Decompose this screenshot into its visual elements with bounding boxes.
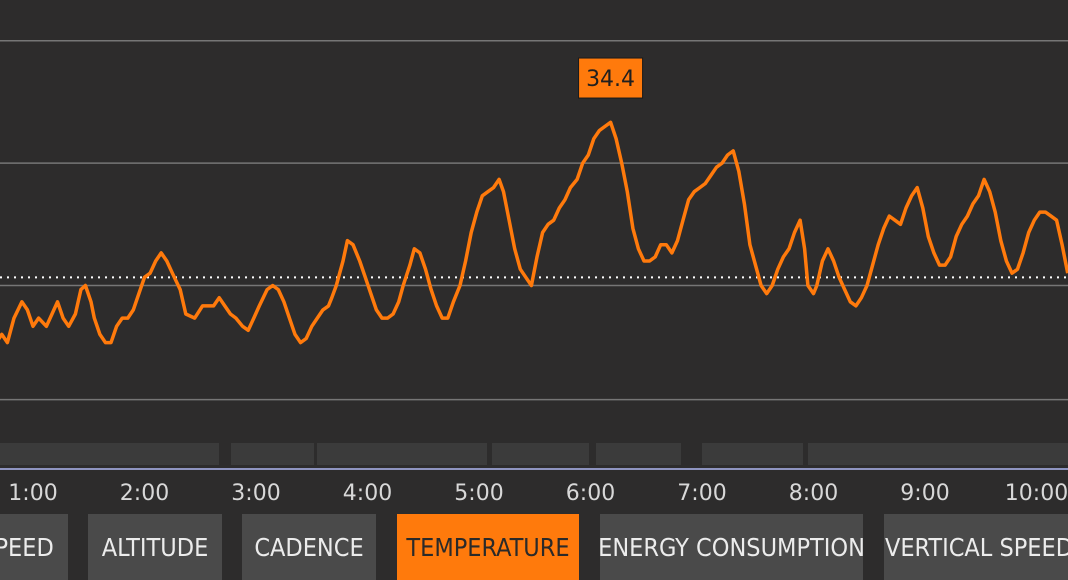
- gridlines: [0, 40, 1068, 401]
- lap-segment-5: [702, 443, 803, 465]
- x-tick-label: 7:00: [677, 481, 726, 506]
- x-tick-label: 8:00: [789, 481, 838, 506]
- metric-tabs: SPEED ALTITUDE CADENCE TEMPERATURE ENERG…: [0, 514, 1068, 580]
- peak-label: 34.4: [586, 67, 635, 92]
- x-axis-ticks: 1:00 2:00 3:00 4:00 5:00 6:00 7:00 8:00 9:00 10:0…: [8, 481, 1068, 506]
- lap-segments: [0, 443, 1068, 465]
- peak-marker: 34.4: [578, 57, 644, 99]
- lap-segment-6: [808, 443, 1068, 465]
- tab-temperature-label: TEMPERATURE: [406, 532, 570, 562]
- lap-segment-2: [317, 443, 487, 465]
- x-tick-label: 5:00: [454, 481, 503, 506]
- tab-speed-label: SPEED: [0, 532, 54, 562]
- tab-cadence-label: CADENCE: [254, 532, 364, 562]
- tab-energy-consumption[interactable]: ENERGY CONSUMPTION: [600, 514, 863, 580]
- x-tick-label: 2:00: [120, 481, 169, 506]
- tab-temperature[interactable]: TEMPERATURE: [397, 514, 579, 580]
- tab-energy-consumption-label: ENERGY CONSUMPTION: [600, 532, 863, 562]
- tab-vertical-speed-label: VERTICAL SPEED: [884, 532, 1068, 562]
- tab-cadence[interactable]: CADENCE: [242, 514, 376, 580]
- tab-altitude-label: ALTITUDE: [101, 532, 209, 562]
- x-tick-label: 4:00: [343, 481, 392, 506]
- tab-speed[interactable]: SPEED: [0, 514, 68, 580]
- x-tick-label: 3:00: [231, 481, 280, 506]
- x-tick-label: 9:00: [900, 481, 949, 506]
- tab-vertical-speed[interactable]: VERTICAL SPEED: [884, 514, 1068, 580]
- lap-segment-0: [0, 443, 219, 465]
- x-tick-label: 1:00: [8, 481, 57, 506]
- lap-segment-4: [596, 443, 681, 465]
- lap-segment-3: [492, 443, 589, 465]
- lap-segment-1: [231, 443, 314, 465]
- tab-altitude[interactable]: ALTITUDE: [88, 514, 222, 580]
- peak-label-box: [578, 57, 644, 99]
- temperature-series-line: [0, 120, 1068, 345]
- x-tick-label: 10:00: [1005, 481, 1068, 506]
- x-tick-label: 6:00: [566, 481, 615, 506]
